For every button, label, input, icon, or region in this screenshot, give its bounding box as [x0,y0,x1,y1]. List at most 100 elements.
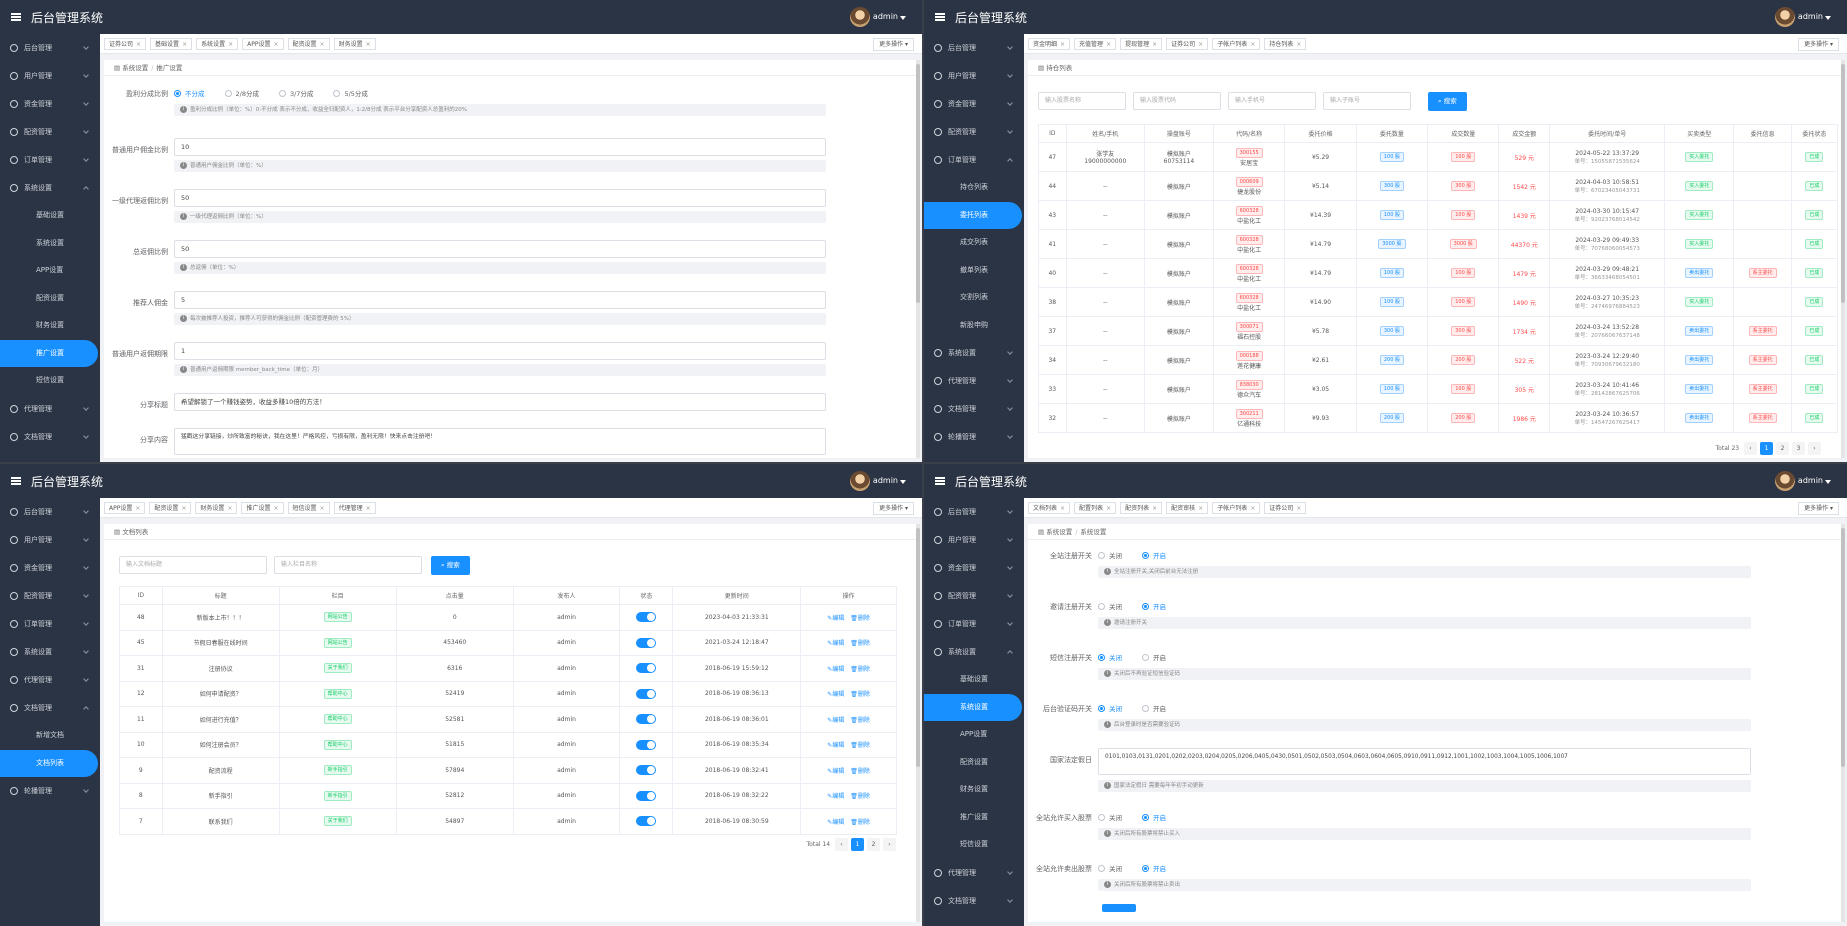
close-icon[interactable]: × [1296,505,1302,512]
sidebar-item[interactable]: 资金管理 [0,554,100,582]
tab[interactable]: 财务设置 × [195,502,238,514]
split-radio[interactable]: 不分成 [174,88,205,98]
scrollbar-thumb[interactable] [1841,528,1845,767]
sidebar-item[interactable]: 资金管理 [924,554,1024,582]
chevron-down-icon[interactable] [900,16,906,20]
status-toggle[interactable] [636,663,657,674]
search-input[interactable]: 输入文档标题 [119,556,267,574]
sidebar-item[interactable]: 订单管理 [924,610,1024,638]
off-radio[interactable]: 关闭 [1098,652,1122,662]
close-icon[interactable]: × [273,41,279,48]
sidebar-item[interactable]: 文档管理 [0,694,100,722]
close-icon[interactable]: × [365,41,371,48]
close-icon[interactable]: × [1060,41,1066,48]
delete-button[interactable]: 🗑删除 [850,793,870,800]
delete-button[interactable]: 🗑删除 [850,666,870,673]
radio-circle[interactable] [1098,603,1105,610]
close-icon[interactable]: × [365,505,371,512]
status-toggle[interactable] [636,714,657,725]
tab[interactable]: 财务设置 × [333,38,376,50]
sidebar-item[interactable]: 配资管理 [924,118,1024,146]
sidebar-item[interactable]: 文档管理 [0,423,100,451]
off-radio[interactable]: 关闭 [1098,863,1122,873]
prev-page-button[interactable]: ‹ [1744,442,1757,455]
on-radio[interactable]: 开启 [1142,550,1166,560]
sidebar-subitem[interactable]: 短信设置 [36,376,64,384]
avatar[interactable] [850,7,870,27]
close-icon[interactable]: × [1152,505,1158,512]
search-input[interactable]: 输入子账号 [1323,92,1411,110]
menu-toggle-icon[interactable] [935,477,945,485]
search-input[interactable]: 输入股票代码 [1133,92,1221,110]
radio-circle[interactable] [278,90,286,97]
sidebar-item[interactable]: 用户管理 [924,62,1024,90]
sidebar-subitem[interactable]: APP设置 [36,266,64,274]
sidebar-item[interactable]: 配资管理 [0,118,100,146]
off-radio[interactable]: 关闭 [1098,550,1122,560]
search-input[interactable]: 输入栏目名称 [274,556,422,574]
radio-circle[interactable] [1098,705,1105,712]
text-input[interactable]: 5 [174,291,826,309]
tab[interactable]: 配资审核 × [1166,502,1209,514]
delete-button[interactable]: 🗑删除 [850,819,870,826]
menu-toggle-icon[interactable] [11,477,21,485]
status-toggle[interactable] [636,790,657,801]
edit-button[interactable]: ✎编辑 [827,691,844,698]
scrollbar[interactable] [916,524,920,922]
off-radio[interactable]: 关闭 [1098,812,1122,822]
delete-button[interactable]: 🗑删除 [850,691,870,698]
split-radio[interactable]: 5/5分成 [333,88,368,98]
sidebar-item[interactable]: 用户管理 [0,62,100,90]
status-toggle[interactable] [636,739,657,750]
more-ops-button[interactable]: 更多操作 ▾ [1798,502,1839,515]
tab[interactable]: 配置列表 × [1074,502,1117,514]
on-radio[interactable]: 开启 [1142,812,1166,822]
radio-circle[interactable] [333,90,341,97]
tab[interactable]: 推广设置 × [241,502,284,514]
tab[interactable]: APP设置 × [242,38,284,50]
avatar[interactable] [1775,7,1795,27]
sidebar-item[interactable]: 文档管理 [924,395,1024,423]
split-radio[interactable]: 3/7分成 [278,88,313,98]
close-icon[interactable]: × [228,41,234,48]
edit-button[interactable]: ✎编辑 [827,768,844,775]
close-icon[interactable]: × [227,505,233,512]
sidebar-item[interactable]: 订单管理 [924,146,1024,174]
close-icon[interactable]: × [1152,41,1158,48]
split-radio[interactable]: 2/8分成 [224,88,259,98]
sidebar-subitem[interactable]: 基础设置 [36,211,64,219]
close-icon[interactable]: × [1198,41,1204,48]
radio-circle[interactable] [1142,705,1149,712]
page-number[interactable]: 2 [867,838,880,851]
sidebar-subitem[interactable]: 撤单列表 [960,265,988,274]
close-icon[interactable]: × [1106,41,1112,48]
sidebar-subitem[interactable]: 新增文档 [36,731,64,739]
page-number[interactable]: 2 [1776,442,1789,455]
tab[interactable]: 基础设置 × [150,38,193,50]
close-icon[interactable]: × [1198,505,1204,512]
tab[interactable]: 子帐户列表 × [1212,38,1261,50]
close-icon[interactable]: × [182,41,188,48]
sidebar-subitem[interactable]: 交割列表 [960,293,988,301]
sidebar-subitem[interactable]: 配资设置 [960,757,988,766]
close-icon[interactable]: × [1250,505,1256,512]
menu-toggle-icon[interactable] [11,13,21,21]
on-radio[interactable]: 开启 [1142,863,1166,873]
sidebar-item[interactable]: 轮播管理 [0,777,100,805]
more-ops-button[interactable]: 更多操作 ▾ [1798,38,1839,51]
tab[interactable]: 短信设置 × [287,502,330,514]
edit-button[interactable]: ✎编辑 [827,640,844,647]
tab[interactable]: 系统设置 × [196,38,239,50]
sidebar-item[interactable]: 系统设置 [924,339,1024,367]
sidebar-item[interactable]: 后台管理 [0,498,100,526]
sidebar-item[interactable]: 代理管理 [924,367,1024,395]
sidebar-subitem[interactable]: 财务设置 [36,321,64,329]
on-radio[interactable]: 开启 [1142,601,1166,611]
sidebar-subitem[interactable]: 系统设置 [36,238,64,247]
tab[interactable]: 资金明细 × [1028,38,1071,50]
radio-circle[interactable] [1142,654,1149,661]
text-input[interactable]: 50 [174,189,826,207]
page-number[interactable]: 1 [1760,442,1773,455]
next-page-button[interactable]: › [1808,442,1821,455]
sidebar-subitem[interactable]: 短信设置 [960,840,988,848]
